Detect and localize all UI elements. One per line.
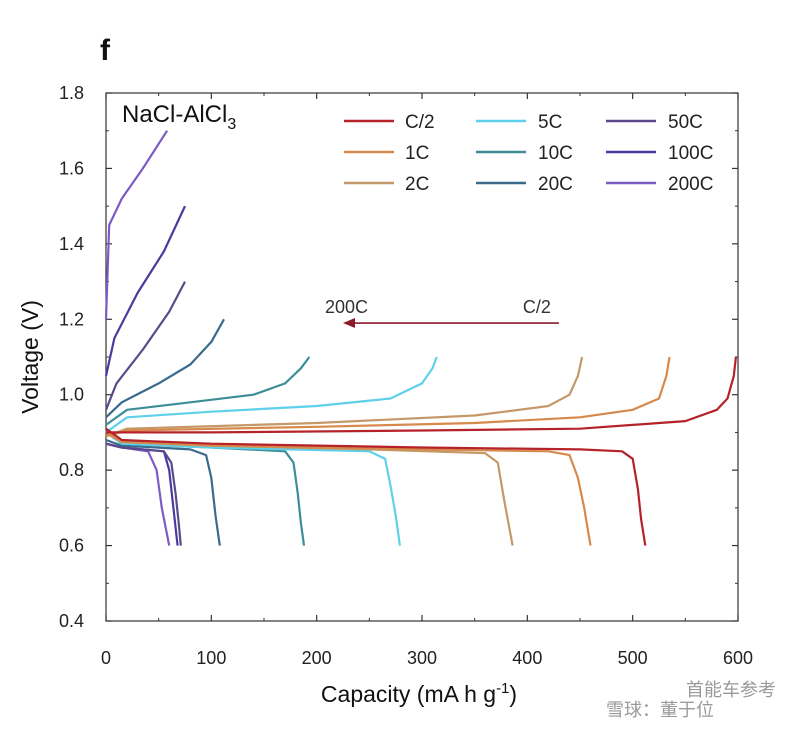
legend-label-50c: 50C [668, 112, 703, 133]
y-tick-label: 0.6 [59, 536, 84, 556]
series-2c-charge [105, 356, 584, 438]
y-tick-label: 1.2 [59, 309, 84, 329]
series-200c-charge [104, 130, 169, 320]
series-1c-discharge [105, 431, 592, 546]
y-tick-label: 1.0 [59, 385, 84, 405]
series-20c-discharge [105, 438, 221, 546]
legend-label-2c: 2C [405, 174, 429, 195]
series-100c-charge [104, 205, 186, 377]
series-c-2-discharge [105, 427, 647, 546]
series-5c-charge [105, 356, 438, 434]
legend-label-20c: 20C [538, 174, 573, 195]
plot-frame [105, 92, 739, 622]
series-50c-charge [104, 281, 186, 411]
legend-label-1c: 1C [405, 143, 429, 164]
x-tick-label: 300 [407, 648, 437, 668]
axis-ticks: 0 100 200 300 400 500 600 0.4 0.6 0.8 1.0 1.2 1.4 1.6… [59, 83, 753, 668]
annotation-right-label: C/2 [523, 297, 551, 317]
x-tick-label: 100 [196, 648, 226, 668]
watermark-top: 首能车参考 [686, 680, 776, 701]
legend: C/2 1C 2C 5C 10C 20C 50C 100C 200C [344, 112, 713, 195]
y-tick-label: 1.8 [59, 83, 84, 103]
legend-label-5c: 5C [538, 112, 562, 133]
y-axis-title: Voltage (V) [17, 300, 43, 414]
y-tick-label: 0.8 [59, 460, 84, 480]
plot-border [105, 92, 739, 622]
x-axis-title: Capacity (mA h g-1) [321, 680, 517, 707]
x-tick-label: 0 [101, 648, 111, 668]
series-c-2-charge [106, 356, 737, 434]
series-200c-discharge [105, 442, 171, 546]
watermark: 雪球：董于位 [606, 700, 714, 721]
series-10c-charge [105, 356, 311, 426]
x-tick-label: 500 [618, 648, 648, 668]
series-lines [104, 130, 737, 546]
rate-arrow-annotation: 200C C/2 [325, 297, 559, 329]
chemistry-label: NaCl-AlCl3 [122, 101, 236, 133]
legend-label-c-2: C/2 [405, 112, 435, 133]
panel-label: f [100, 34, 111, 67]
x-tick-label: 600 [723, 648, 753, 668]
legend-label-10c: 10C [538, 143, 573, 164]
y-tick-label: 1.6 [59, 158, 84, 178]
y-tick-label: 1.4 [59, 234, 84, 254]
series-20c-charge [105, 318, 225, 419]
series-1c-charge [105, 356, 671, 438]
annotation-arrow-head [343, 318, 355, 329]
legend-label-100c: 100C [668, 143, 713, 164]
y-tick-label: 0.4 [59, 611, 84, 631]
x-tick-label: 200 [302, 648, 332, 668]
legend-label-200c: 200C [668, 174, 713, 195]
x-tick-label: 400 [512, 648, 542, 668]
series-50c-discharge [105, 442, 182, 546]
series-5c-discharge [105, 431, 401, 546]
annotation-left-label: 200C [325, 297, 368, 317]
